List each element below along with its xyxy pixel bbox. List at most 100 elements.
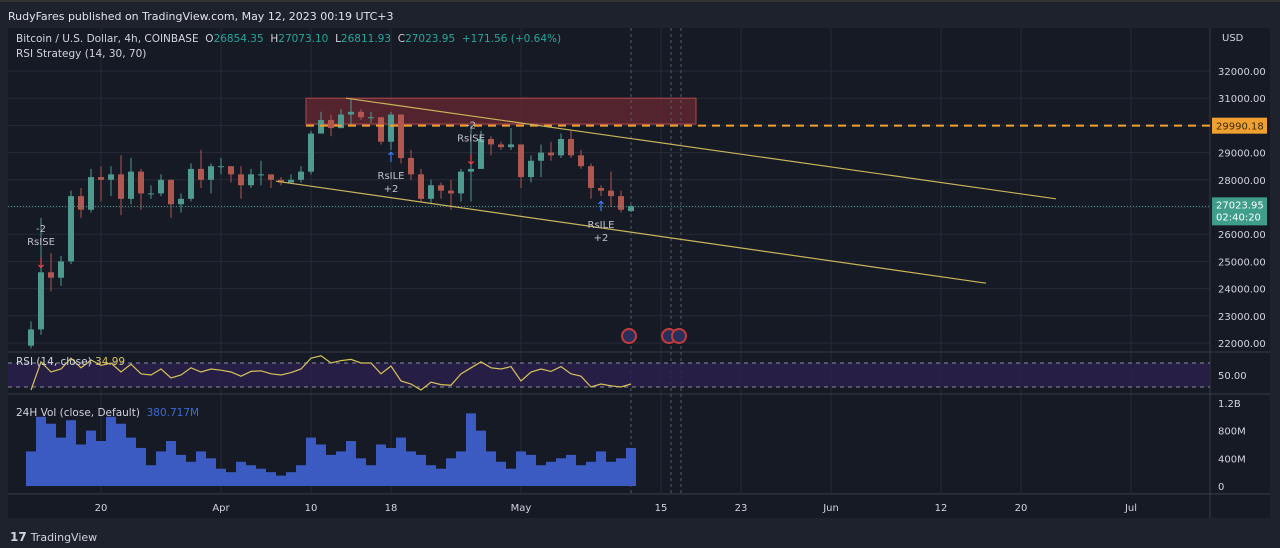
volume-bar bbox=[226, 472, 236, 486]
time-tick-label: 23 bbox=[735, 503, 748, 514]
level-price-label: 29990.18 bbox=[1216, 122, 1264, 133]
candle-body bbox=[228, 166, 234, 175]
volume-bar bbox=[176, 454, 186, 486]
candle-body bbox=[148, 193, 154, 195]
candle-body bbox=[428, 185, 434, 199]
volume-bar bbox=[616, 458, 626, 486]
candle-body bbox=[198, 168, 204, 180]
economic-event-icon bbox=[671, 328, 687, 344]
time-tick-label: Jun bbox=[822, 503, 839, 514]
price-tick-label: 25000.00 bbox=[1218, 257, 1266, 268]
signal-qty: +2 bbox=[594, 233, 609, 244]
volume-bar bbox=[266, 472, 276, 486]
volume-bar bbox=[536, 465, 546, 486]
volume-bar bbox=[206, 458, 216, 486]
candle-body bbox=[478, 139, 484, 169]
close-value: 27023.95 bbox=[405, 33, 456, 45]
candle-body bbox=[288, 179, 294, 183]
volume-bar bbox=[96, 441, 106, 486]
candle-body bbox=[48, 272, 54, 278]
candle-body bbox=[208, 166, 214, 180]
candle-body bbox=[568, 139, 574, 156]
candle-body bbox=[628, 206, 634, 212]
volume-tick-label: 400M bbox=[1218, 454, 1246, 465]
volume-bar bbox=[436, 468, 446, 486]
signal-label: RsILE bbox=[378, 171, 405, 182]
candle-body bbox=[418, 174, 424, 199]
volume-bar bbox=[596, 451, 606, 486]
volume-bar bbox=[56, 437, 66, 486]
price-tick-label: 28000.00 bbox=[1218, 176, 1266, 187]
signal-label: RsILE bbox=[588, 220, 615, 231]
time-tick-label: Apr bbox=[212, 503, 230, 514]
price-tick-label: 22000.00 bbox=[1218, 339, 1266, 350]
price-axis-background bbox=[1210, 28, 1270, 493]
candle-body bbox=[488, 139, 494, 145]
signal-qty: -2 bbox=[466, 121, 476, 132]
volume-bar bbox=[216, 468, 226, 486]
volume-bar bbox=[166, 441, 176, 486]
signal-qty: -2 bbox=[36, 224, 46, 235]
volume-bar bbox=[426, 465, 436, 486]
volume-bar bbox=[626, 447, 636, 486]
volume-bar bbox=[316, 444, 326, 486]
volume-bar bbox=[556, 458, 566, 486]
time-tick-label: 20 bbox=[95, 503, 108, 514]
candle-body bbox=[558, 139, 564, 156]
volume-bar bbox=[376, 444, 386, 486]
volume-bar bbox=[356, 458, 366, 486]
rsi-legend[interactable]: RSI (14, close) 34.99 bbox=[16, 356, 125, 368]
volume-value: 380.717M bbox=[146, 407, 200, 419]
candle-body bbox=[348, 111, 354, 115]
price-tick-label: 32000.00 bbox=[1218, 67, 1266, 78]
high-label: H bbox=[270, 33, 279, 45]
bar-countdown: 02:40:20 bbox=[1216, 212, 1261, 223]
short-entry-arrow-icon: ↓ bbox=[465, 153, 477, 169]
volume-bar bbox=[126, 437, 136, 486]
volume-bar bbox=[406, 451, 416, 486]
time-tick-label: 18 bbox=[385, 503, 398, 514]
candle-body bbox=[548, 152, 554, 156]
volume-bar bbox=[66, 420, 76, 486]
tradingview-logo[interactable]: 17 TradingView bbox=[10, 530, 97, 544]
volume-bar bbox=[196, 451, 206, 486]
trend-line bbox=[345, 97, 1057, 200]
candle-body bbox=[258, 174, 264, 176]
volume-tick-label: 0 bbox=[1218, 482, 1224, 493]
open-value: 26854.35 bbox=[213, 33, 264, 45]
volume-bar bbox=[146, 465, 156, 486]
price-tick-label: 23000.00 bbox=[1218, 312, 1266, 323]
time-tick-label: 20 bbox=[1015, 503, 1028, 514]
candle-body bbox=[398, 114, 404, 159]
volume-bar bbox=[476, 430, 486, 486]
price-tick-label: 31000.00 bbox=[1218, 94, 1266, 105]
candle-body bbox=[98, 177, 104, 180]
volume-bar bbox=[336, 451, 346, 486]
volume-tick-label: 800M bbox=[1218, 427, 1246, 438]
change-value: +171.56 (+0.64%) bbox=[461, 33, 562, 45]
candle-body bbox=[358, 111, 364, 118]
rsi-value: 34.99 bbox=[95, 356, 126, 368]
candle-body bbox=[538, 152, 544, 161]
volume-bar bbox=[576, 465, 586, 486]
volume-legend[interactable]: 24H Vol (close, Default) 380.717M bbox=[16, 407, 199, 419]
volume-label: 24H Vol (close, Default) bbox=[16, 407, 140, 419]
long-entry-arrow-icon: ↑ bbox=[385, 150, 397, 166]
time-tick-label: 15 bbox=[655, 503, 668, 514]
candle-body bbox=[278, 179, 284, 183]
candle-body bbox=[598, 187, 604, 191]
candle-body bbox=[268, 174, 274, 180]
time-tick-label: Jul bbox=[1124, 503, 1137, 514]
volume-bar bbox=[106, 416, 116, 486]
signal-qty: +2 bbox=[384, 184, 399, 195]
rsi-band bbox=[8, 363, 1210, 387]
strategy-legend[interactable]: RSI Strategy (14, 30, 70) bbox=[16, 48, 147, 60]
signal-label: RsISE bbox=[27, 237, 55, 248]
symbol-name: Bitcoin / U.S. Dollar, 4h, COINBASE bbox=[16, 33, 199, 45]
candle-body bbox=[338, 114, 344, 129]
economic-event-icon bbox=[621, 328, 637, 344]
volume-bar bbox=[326, 454, 336, 486]
volume-bar bbox=[586, 461, 596, 486]
publish-bar: RudyFares published on TradingView.com, … bbox=[0, 0, 1280, 30]
